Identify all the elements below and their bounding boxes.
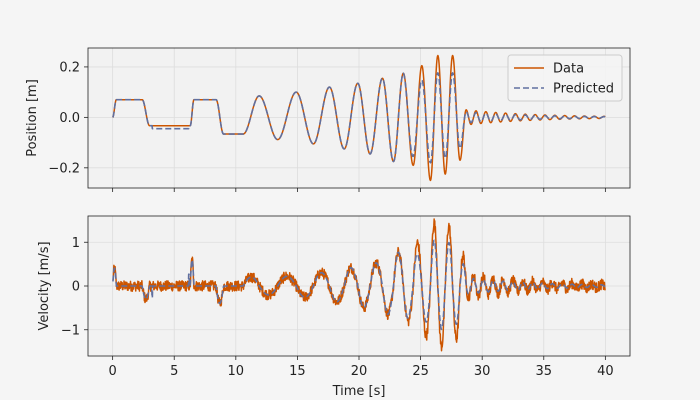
velocity-ticks: 0 5 10 15 20 25 30 35 40 −1 0 1 — [61, 236, 614, 379]
velocity-predicted-line — [112, 239, 606, 331]
ytick-label: −1 — [61, 323, 80, 338]
legend-frame — [507, 54, 623, 102]
ytick-label: 1 — [72, 236, 80, 251]
legend-data-label: Data — [553, 62, 584, 77]
velocity-xlabel: Time [s] — [332, 384, 386, 399]
legend: Data Predicted — [507, 54, 623, 102]
legend-predicted-label: Predicted — [553, 82, 614, 97]
xtick-label: 30 — [474, 364, 491, 379]
position-ylabel: Position [m] — [25, 79, 40, 157]
position-lines — [112, 54, 606, 182]
ytick-label: 0 — [72, 280, 80, 295]
xtick-label: 35 — [535, 364, 552, 379]
velocity-ylabel: Velocity [m/s] — [37, 241, 52, 330]
ytick-label: −0.2 — [48, 161, 80, 176]
position-predicted-line — [112, 72, 606, 164]
ytick-label: 0.2 — [59, 60, 80, 75]
position-axes: −0.2 0.0 0.2 Position [m] Data Predicted — [25, 47, 631, 192]
ytick-label: 0.0 — [59, 111, 80, 126]
xtick-label: 10 — [228, 364, 245, 379]
xtick-label: 15 — [289, 364, 306, 379]
position-ticks: −0.2 0.0 0.2 — [48, 60, 606, 192]
xtick-label: 25 — [412, 364, 429, 379]
velocity-axes: 0 5 10 15 20 25 30 35 40 −1 0 1 Velocity [m/s] Time… — [37, 215, 631, 399]
velocity-lines — [112, 218, 606, 352]
xtick-label: 0 — [108, 364, 116, 379]
xtick-label: 5 — [170, 364, 178, 379]
xtick-label: 40 — [597, 364, 614, 379]
xtick-label: 20 — [351, 364, 368, 379]
velocity-data-line — [112, 218, 606, 352]
